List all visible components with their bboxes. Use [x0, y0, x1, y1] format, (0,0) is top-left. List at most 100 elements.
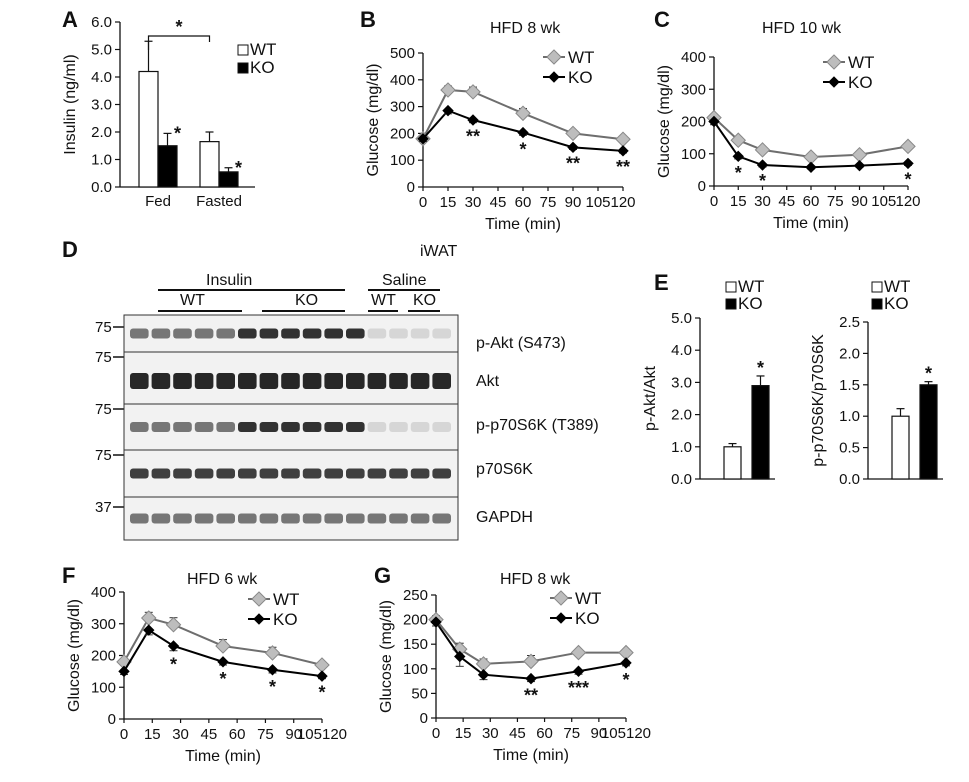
blot-band [238, 513, 257, 524]
legend-label: KO [568, 68, 593, 87]
blot-band [173, 328, 192, 339]
legend-label: WT [848, 53, 874, 72]
bar-wt [199, 141, 220, 188]
data-point-wt [570, 644, 587, 661]
blot-band [302, 373, 322, 389]
legend-label: WT [884, 277, 910, 296]
panel-label-d: D [62, 237, 78, 262]
significance-star: * [235, 158, 242, 178]
y-axis-label: Glucose (mg/dl) [656, 65, 673, 178]
y-tick-label: 4.0 [671, 342, 692, 359]
chart-title: HFD 8 wk [490, 20, 561, 37]
x-tick-label: 75 [563, 725, 580, 742]
legend-marker-ko [828, 76, 840, 88]
x-tick-label: 15 [455, 725, 472, 742]
legend-label: WT [575, 589, 601, 608]
x-tick-label: 105 [585, 194, 610, 211]
x-tick-label: 30 [482, 725, 499, 742]
y-tick-label: 500 [390, 45, 415, 62]
significance-star: * [735, 163, 742, 183]
significance-star: * [318, 683, 325, 703]
blot-band [302, 513, 322, 524]
blot-band [432, 373, 451, 389]
chart-panel-f: F HFD 6 wk 0 100 200 300 400 Glucose (mg/dl) 0 15… [62, 563, 347, 765]
y-tick-label: 0.0 [839, 471, 860, 488]
bar-wt [891, 415, 910, 480]
y-tick-label: 250 [403, 587, 428, 604]
blot-row-label: p70S6K [476, 461, 533, 478]
blot-band [410, 513, 430, 524]
blot-band [130, 422, 149, 432]
legend-label: KO [848, 73, 873, 92]
significance-star: * [174, 123, 181, 143]
blot-band [259, 468, 279, 479]
y-tick-label: 2.0 [671, 407, 692, 424]
y-tick-label: 300 [390, 99, 415, 116]
significance-bracket [147, 35, 211, 50]
chart-title: HFD 6 wk [187, 571, 258, 588]
y-tick-label: 1.0 [671, 439, 692, 456]
blot-band [367, 328, 387, 339]
blot-subgroup-insulin-wt: WT [180, 292, 205, 309]
legend-label: KO [273, 610, 298, 629]
blot-band [173, 373, 192, 389]
data-point-ko [617, 145, 629, 157]
blot-band [324, 468, 343, 479]
data-point-ko [442, 104, 454, 117]
panel-label: F [62, 563, 75, 588]
legend-marker-ko [555, 612, 567, 624]
legend-label: KO [884, 294, 909, 313]
data-point-ko [567, 141, 579, 154]
blot-band [216, 328, 235, 339]
blot-band [130, 468, 149, 479]
data-point-ko [417, 133, 429, 145]
blot-band [432, 513, 451, 524]
blot-band [324, 373, 343, 389]
data-point-wt [851, 146, 868, 163]
significance-star: ** [616, 157, 630, 177]
blot-band [130, 513, 149, 524]
legend-label: WT [568, 48, 594, 67]
blot-band [281, 468, 300, 479]
blot-band [194, 468, 214, 479]
y-tick-label: 0 [108, 711, 116, 728]
legend-swatch [237, 62, 249, 74]
blot-marker: 75 [95, 447, 112, 464]
blot-band [346, 328, 365, 339]
blot-band [281, 513, 300, 524]
blot-band [389, 468, 408, 479]
y-tick-label: 50 [411, 685, 428, 702]
x-tick-label: 105 [871, 193, 896, 210]
y-tick-label: 0 [407, 179, 415, 196]
blot-marker: 75 [95, 349, 112, 366]
y-tick-label: 300 [91, 616, 116, 633]
significance-star: * [170, 655, 177, 675]
data-point-ko [467, 114, 479, 126]
blot-band [151, 373, 171, 389]
data-point-ko [902, 157, 914, 170]
data-point-wt [264, 645, 281, 661]
significance-star: * [757, 358, 764, 378]
blot-band [346, 422, 365, 432]
data-point-ko [217, 656, 229, 668]
blot-band [151, 328, 171, 339]
y-tick-label: 200 [91, 648, 116, 665]
x-tick-label: 45 [778, 193, 795, 210]
blot-band [324, 513, 343, 524]
blot-band [410, 468, 430, 479]
significance-star: * [219, 669, 226, 689]
x-tick-label: 30 [465, 194, 482, 211]
blot-band [173, 468, 192, 479]
panel-label: C [654, 7, 670, 32]
blot-band [259, 373, 279, 389]
series-line-wt [435, 618, 626, 665]
blot-row-label: p-p70S6K (T389) [476, 417, 599, 434]
y-tick-label: 400 [681, 49, 706, 66]
blot-band [259, 513, 279, 524]
y-axis-label: p-p70S6K/p70S6K [810, 334, 827, 467]
blot-subgroup-insulin-ko: KO [295, 292, 318, 309]
blot-band [173, 513, 192, 524]
